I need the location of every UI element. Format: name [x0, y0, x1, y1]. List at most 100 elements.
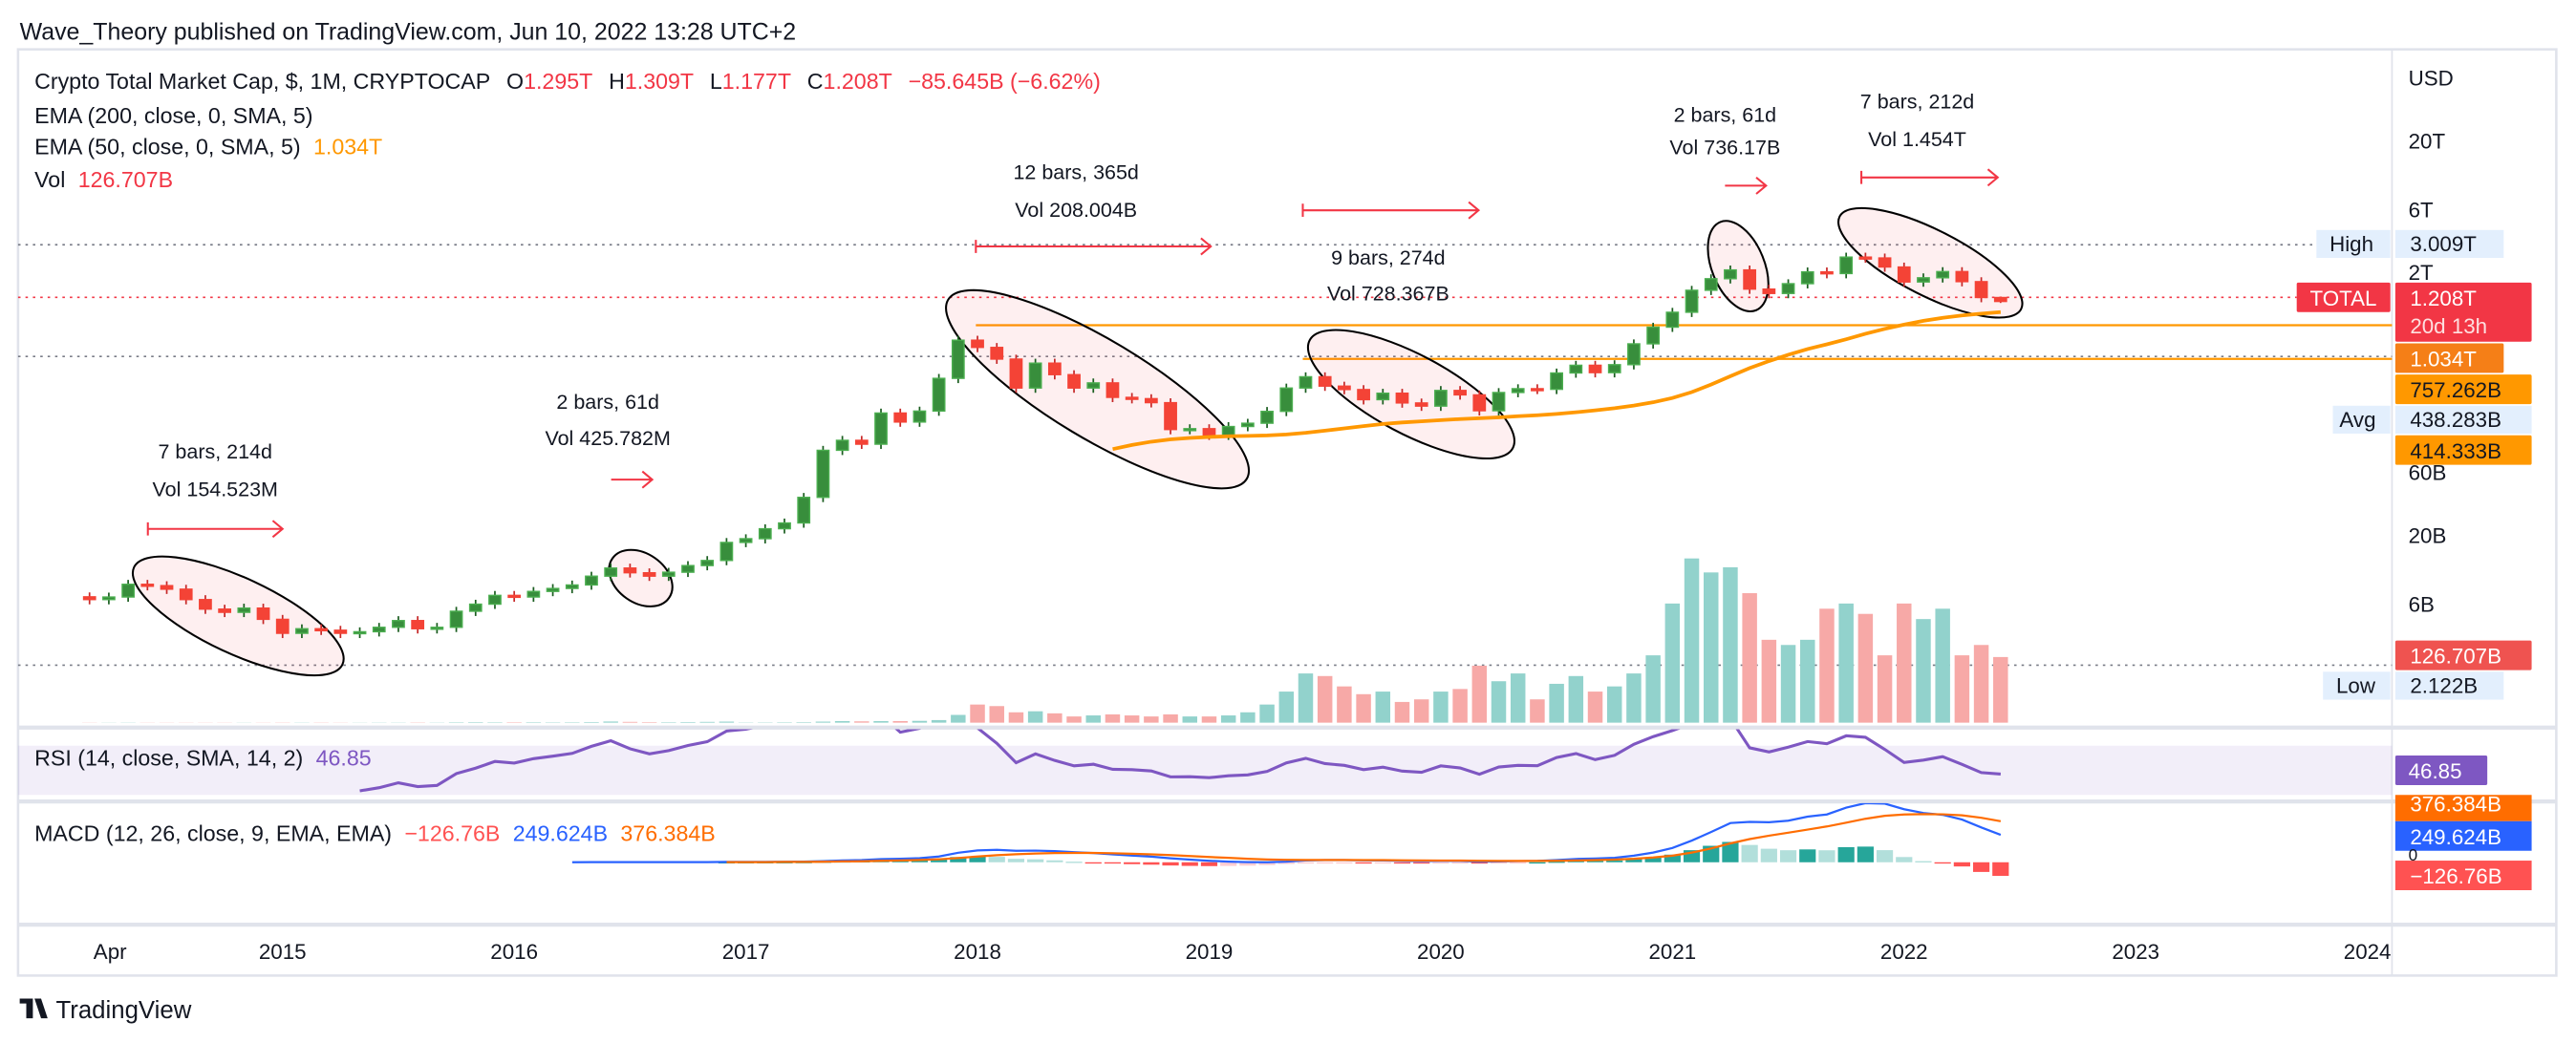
range-label: 7 bars, 214d: [159, 440, 272, 463]
macd-histogram-bar: [1664, 854, 1681, 862]
volume-bar: [641, 722, 657, 723]
volume-bar: [1780, 645, 1796, 723]
price-tick-label: 6B: [2409, 592, 2435, 616]
candle-body: [256, 607, 270, 621]
macd-histogram-bar: [1084, 862, 1102, 864]
volume-bar: [1935, 608, 1950, 723]
candle-body: [237, 607, 251, 613]
price-axis-badges: High 3.009T TOTAL 1.208T 20d 13h 1.034T …: [2296, 229, 2532, 891]
volume-bar: [1993, 656, 2008, 723]
candle-body: [275, 618, 290, 634]
price-tick-label: 2T: [2409, 261, 2434, 285]
chart-frame: [16, 48, 2558, 977]
volume-bar: [1606, 686, 1622, 723]
macd-histogram-bar: [1297, 862, 1315, 864]
volume-bar: [892, 720, 908, 723]
candle-body: [604, 567, 618, 577]
tradingview-logo[interactable]: TradingView: [19, 997, 192, 1024]
macd-histogram-bar: [1181, 862, 1198, 866]
candle-body: [353, 630, 367, 635]
ema50-legend[interactable]: EMA (50, close, 0, SMA, 5) 1.034T: [34, 135, 382, 160]
date-range-arrow[interactable]: [146, 520, 285, 539]
candle-body: [1607, 364, 1621, 373]
candle-body: [102, 596, 116, 601]
range-label: 12 bars, 365d: [1013, 161, 1138, 184]
level-badge: [2394, 374, 2532, 405]
time-tick-label: 2018: [954, 940, 1001, 964]
volume-badge: [2394, 640, 2532, 670]
candle-body: [507, 594, 522, 599]
ema200-legend[interactable]: EMA (200, close, 0, SMA, 5): [34, 103, 312, 128]
rsi-legend[interactable]: RSI (14, close, SMA, 14, 2) 46.85: [34, 745, 372, 770]
symbol-legend[interactable]: Crypto Total Market Cap, $, 1M, CRYPTOCA…: [34, 69, 1101, 94]
macd-histogram-bar: [1490, 862, 1508, 864]
time-tick-label: 2024: [2344, 940, 2392, 964]
date-range-arrow[interactable]: [1301, 201, 1481, 220]
range-label: 7 bars, 212d: [1860, 91, 1974, 114]
range-volume: Vol 154.523M: [153, 478, 278, 500]
macd-zero-tick: 0: [2409, 845, 2418, 864]
macd-legend[interactable]: MACD (12, 26, close, 9, EMA, EMA) −126.7…: [34, 820, 716, 845]
volume-bar: [951, 714, 966, 723]
volume-bar: [1240, 712, 1256, 723]
ellipse-drawing[interactable]: [598, 538, 683, 618]
level-badge-value: 414.333B: [2410, 439, 2501, 463]
close-value: 1.208T: [824, 69, 892, 94]
candle-body: [1414, 402, 1428, 407]
macd-histogram-bar: [1625, 859, 1642, 862]
macd-signal-line: [726, 813, 2002, 863]
date-range-arrows[interactable]: [146, 168, 2000, 539]
price-axis[interactable]: USD 20T 6T 2T 60B 20B 6B: [2409, 67, 2454, 617]
close-label: C: [807, 69, 824, 94]
candle-body: [1047, 362, 1062, 375]
volume-legend[interactable]: Vol 126.707B: [34, 167, 173, 192]
date-range-arrow[interactable]: [1725, 176, 1768, 195]
time-axis[interactable]: Apr 2015 2016 2017 2018 2019 2020 2021 2022 2023 2…: [94, 940, 2392, 964]
macd-histogram-bar: [1779, 850, 1797, 862]
macd-histogram-bar: [1934, 862, 1951, 864]
macd-histogram-bar: [1336, 862, 1353, 864]
volume-bar: [1298, 673, 1314, 723]
macd-line-value: 249.624B: [513, 820, 608, 845]
candle-body: [951, 339, 965, 379]
price-tick-label: 20B: [2409, 523, 2447, 547]
candle-body: [642, 571, 656, 577]
level-badge: [2394, 435, 2532, 465]
low-value: 1.177T: [722, 69, 791, 94]
volume-bar: [680, 721, 696, 723]
volume-bar: [1027, 711, 1043, 723]
macd-histogram-bar: [1972, 862, 1990, 872]
candle-body: [1955, 270, 1969, 283]
candle-body: [990, 347, 1004, 360]
candle-body: [1781, 283, 1795, 294]
low-label: L: [710, 69, 722, 94]
volume-bar: [1144, 716, 1159, 723]
date-range-arrow[interactable]: [975, 237, 1213, 256]
volume-bar: [622, 721, 638, 723]
candle-body: [1067, 373, 1081, 389]
candle-body: [140, 584, 155, 587]
high-badge: [2394, 229, 2504, 259]
candle-body: [816, 449, 830, 499]
candle-body: [971, 339, 984, 349]
volume-bar: [1800, 639, 1815, 723]
volume-bar: [1471, 665, 1488, 723]
ema50-line[interactable]: [1112, 309, 2002, 452]
date-range-arrow[interactable]: [1860, 168, 2000, 187]
macd-histogram-bar: [1567, 861, 1584, 862]
volume-bar: [1201, 716, 1217, 723]
candle-body: [1240, 422, 1255, 428]
candle-body: [430, 627, 444, 630]
volume-badge-value: 126.707B: [2410, 645, 2501, 669]
candle-body: [1704, 278, 1718, 291]
candle-body: [1878, 257, 1892, 268]
candlesticks: [82, 252, 2007, 639]
date-range-arrow[interactable]: [611, 470, 655, 489]
candle-body: [681, 564, 695, 573]
symbol-name: Crypto Total Market Cap, $, 1M, CRYPTOCA…: [34, 69, 490, 94]
candle-body: [468, 603, 483, 612]
macd-signal-badge: [2394, 795, 2532, 821]
volume-bar: [1105, 713, 1121, 723]
ellipse-drawing[interactable]: [1291, 306, 1531, 483]
